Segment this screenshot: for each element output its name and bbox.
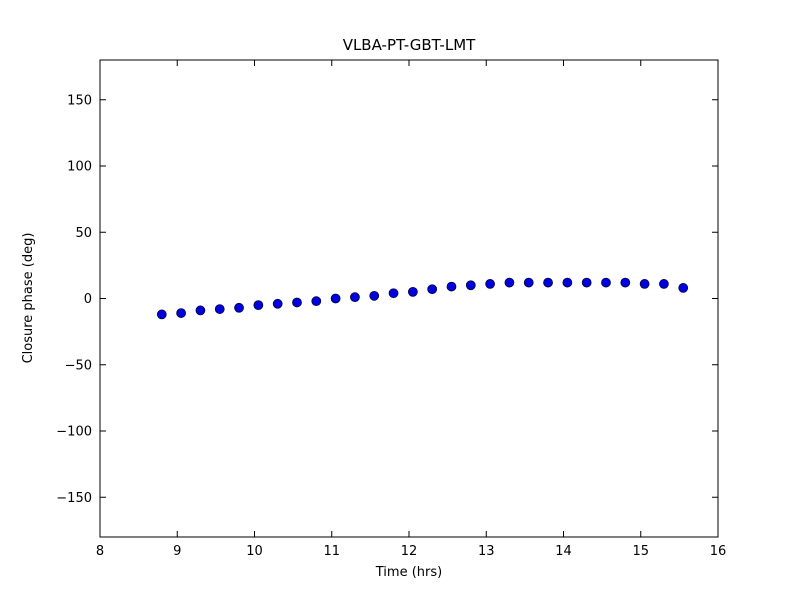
data-point (214, 304, 225, 314)
data-point (639, 279, 650, 289)
data-point (292, 297, 302, 308)
data-point (311, 296, 322, 307)
tick-label: 0 (84, 292, 92, 307)
data-point (485, 279, 495, 289)
data-point (156, 309, 167, 320)
data-point (543, 277, 553, 288)
tick-label: 13 (478, 544, 495, 559)
tick-label: −150 (56, 491, 92, 506)
tick-label: 14 (555, 544, 572, 559)
data-point (350, 292, 360, 303)
data-point (523, 277, 534, 288)
tick-label: 150 (67, 93, 92, 108)
data-point (659, 279, 669, 289)
data-point (272, 298, 283, 309)
y-axis-label: Closure phase (deg) (21, 233, 36, 364)
tick-label: 50 (75, 226, 92, 241)
data-point (407, 287, 418, 297)
data-point (601, 277, 611, 288)
tick-label: 11 (323, 544, 340, 559)
data-point (465, 280, 476, 291)
scatter-points (156, 277, 689, 320)
tick-label: 100 (67, 160, 92, 175)
data-point (176, 308, 186, 318)
data-point (504, 277, 515, 288)
chart-title: VLBA-PT-GBT-LMT (343, 36, 476, 54)
data-point (620, 277, 631, 288)
data-point (562, 277, 573, 288)
tick-label: 15 (632, 544, 649, 559)
data-point (369, 290, 380, 301)
tick-labels: 8 9 10 11 12 13 14 15 16 −150 −100 −50 0 50 100 150 (56, 93, 726, 559)
data-point (330, 293, 341, 304)
data-point (253, 300, 264, 310)
data-point (234, 302, 244, 313)
x-axis-label: Time (hrs) (375, 565, 442, 580)
tick-label: 16 (710, 544, 727, 559)
data-point (195, 305, 206, 316)
data-point (388, 288, 399, 299)
tick-label: 9 (173, 544, 181, 559)
data-point (446, 281, 457, 292)
data-point (678, 283, 689, 293)
tick-label: 12 (401, 544, 418, 559)
tick-label: 10 (246, 544, 263, 559)
tick-label: −50 (65, 358, 92, 373)
data-point (581, 277, 592, 288)
tick-label: −100 (56, 425, 92, 440)
data-point (427, 284, 438, 295)
axes-frame (99, 59, 719, 538)
tick-label: 8 (96, 544, 104, 559)
tick-marks (99, 60, 719, 537)
